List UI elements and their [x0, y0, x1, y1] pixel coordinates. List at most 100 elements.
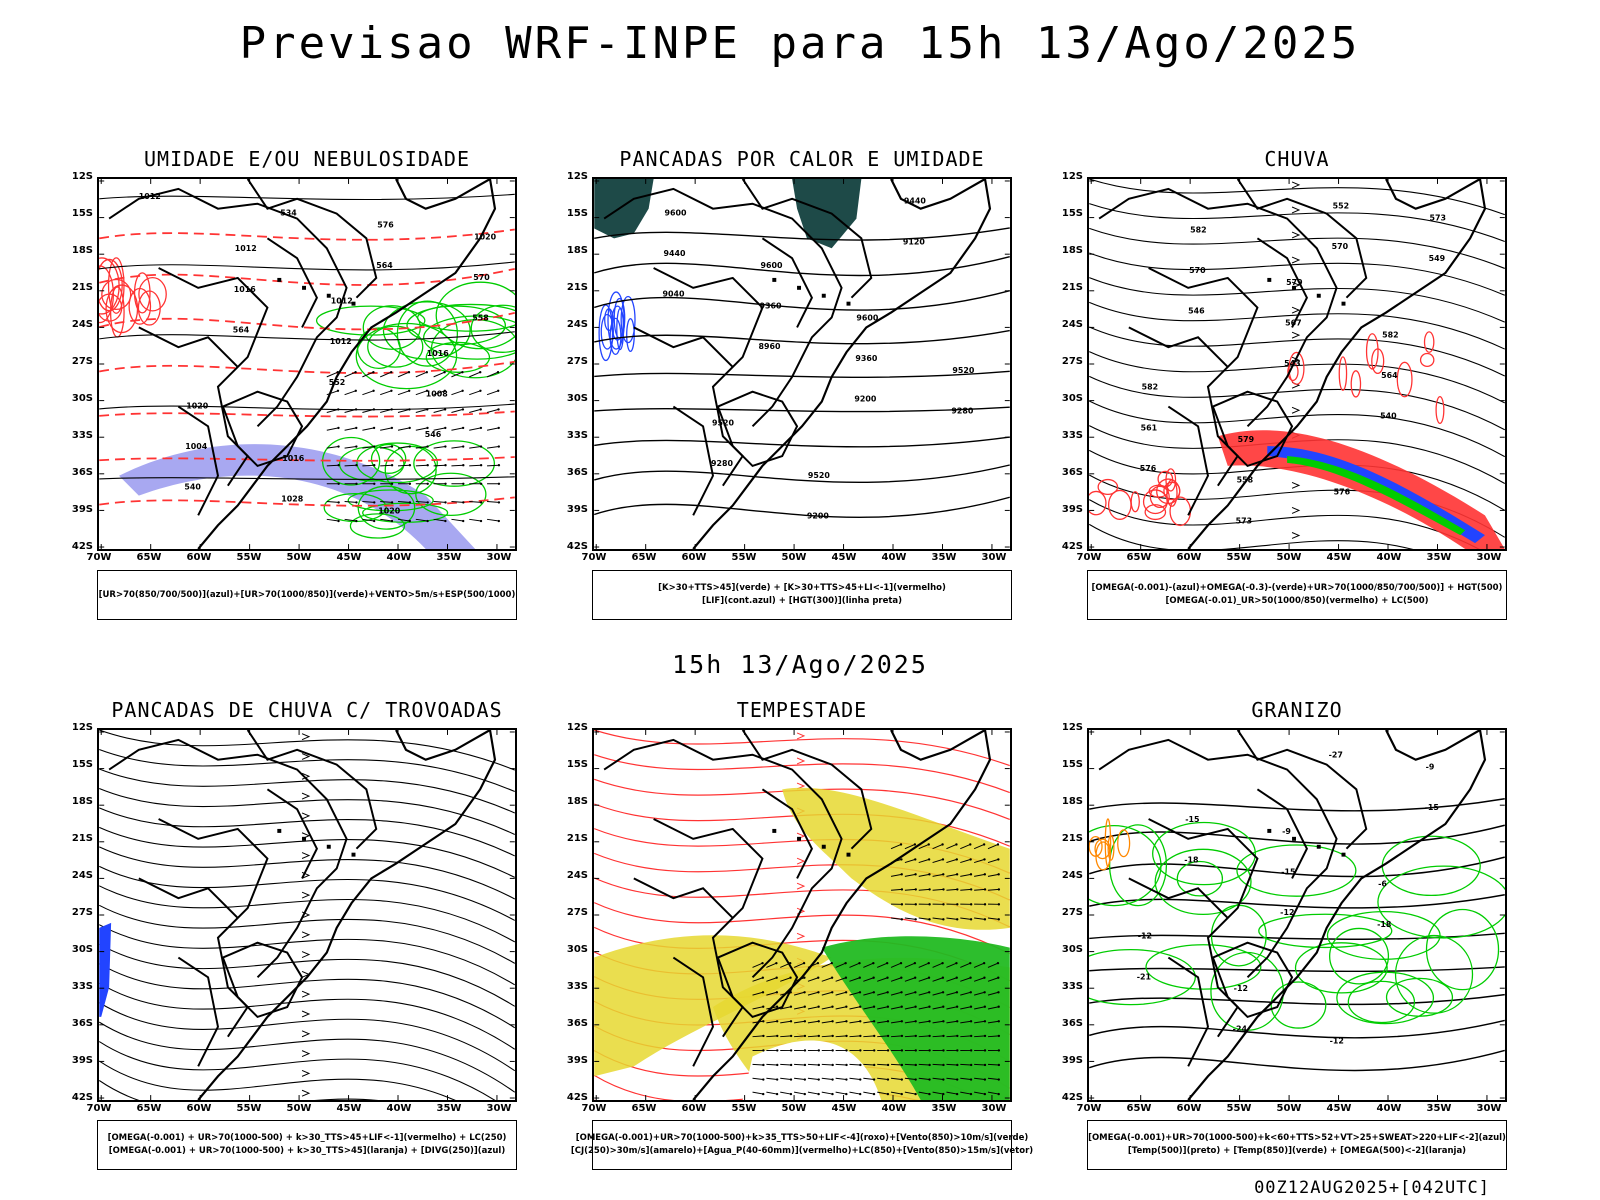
- contour-label: 1020: [186, 402, 209, 411]
- longitude-label: 40W: [386, 552, 412, 563]
- contour-label: 9600: [856, 313, 879, 322]
- contour-label: 8960: [758, 342, 781, 351]
- contour-label: 9440: [663, 249, 686, 258]
- contour-label: 9280: [951, 406, 974, 415]
- contour-label: 546: [1188, 307, 1205, 316]
- longitude-label: 60W: [681, 1103, 707, 1114]
- forecast-map-6: -9 -6 -12 -12 -12 -9 -15 -15 -18 -21 -24 -27 -15 -18 -…: [1087, 728, 1507, 1102]
- longitude-label: 55W: [731, 552, 757, 563]
- contour-label: 573: [1236, 516, 1253, 525]
- longitude-label: 35W: [436, 1103, 462, 1114]
- contour-label: 9520: [712, 418, 735, 427]
- latitude-label: 24S: [1061, 870, 1083, 881]
- latitude-label: 18S: [71, 796, 93, 807]
- latitude-label: 15S: [566, 759, 588, 770]
- contour-label: 579: [1286, 278, 1303, 287]
- latitude-label: 42S: [566, 1092, 588, 1103]
- latitude-label: 33S: [1061, 981, 1083, 992]
- contour-label: -9: [1282, 827, 1291, 836]
- contour-label: -6: [1378, 879, 1387, 888]
- longitude-label: 70W: [581, 1103, 607, 1114]
- panel-legend-2: [K>30+TTS>45](verde) + [K>30+TTS>45+LI<-…: [592, 570, 1012, 620]
- latitude-label: 42S: [1061, 1092, 1083, 1103]
- forecast-map-4: [97, 728, 517, 1102]
- longitude-label: 70W: [581, 552, 607, 563]
- legend-line: [OMEGA(-0.01)_UR>50(1000/850)(vermelho) …: [1165, 596, 1429, 606]
- longitude-label: 40W: [386, 1103, 412, 1114]
- legend-line: [OMEGA(-0.001)+UR>70(1000-500)+k>35_TTS>…: [575, 1133, 1029, 1143]
- contour-label: 570: [1332, 242, 1349, 251]
- longitude-label: 50W: [286, 1103, 312, 1114]
- contour-label: 582: [1382, 330, 1399, 339]
- latitude-label: 27S: [566, 356, 588, 367]
- contour-label: 9280: [711, 459, 734, 468]
- legend-line: [OMEGA(-0.001) + UR>70(1000-500) + k>30_…: [107, 1133, 507, 1143]
- latitude-label: 39S: [566, 1055, 588, 1066]
- longitude-label: 65W: [1126, 1103, 1152, 1114]
- forecast-map-2: 9600 9600 9600 9520 9520 9520 9440 9440 9360 9360…: [592, 177, 1012, 551]
- contour-label: 9360: [759, 302, 782, 311]
- contour-label: 570: [473, 273, 490, 282]
- contour-label: 1012: [330, 337, 352, 346]
- map-canvas: 1012 1012 1012 1016 1020 1016 1020 1020 1016 1012…: [99, 179, 515, 549]
- latitude-label: 24S: [1061, 319, 1083, 330]
- panel-title-5: TEMPESTADE: [736, 698, 868, 722]
- latitude-label: 33S: [71, 430, 93, 441]
- longitude-label: 35W: [931, 552, 957, 563]
- longitude-label: 55W: [236, 1103, 262, 1114]
- latitude-label: 36S: [566, 467, 588, 478]
- map-canvas: 582 579 582 582 579 576 573 570 567 564 561 558 552 5…: [1089, 179, 1505, 549]
- latitude-label: 39S: [71, 1055, 93, 1066]
- latitude-label: 15S: [71, 759, 93, 770]
- longitude-label: 55W: [1226, 552, 1252, 563]
- contour-label: 582: [1142, 383, 1159, 392]
- contour-label: -18: [1184, 856, 1199, 865]
- latitude-label: 15S: [1061, 208, 1083, 219]
- contour-label: 552: [329, 378, 346, 387]
- latitude-label: 30S: [1061, 944, 1083, 955]
- longitude-label: 45W: [1326, 552, 1352, 563]
- longitude-label: 65W: [136, 552, 162, 563]
- latitude-label: 39S: [71, 504, 93, 515]
- latitude-label: 24S: [71, 319, 93, 330]
- latitude-label: 21S: [1061, 282, 1083, 293]
- forecast-map-5: [592, 728, 1012, 1102]
- contour-label: 564: [376, 261, 393, 270]
- map-canvas: 9600 9600 9600 9520 9520 9520 9440 9440 9360 9360…: [594, 179, 1010, 549]
- contour-label: 9440: [904, 197, 927, 206]
- latitude-label: 18S: [71, 245, 93, 256]
- legend-line: [UR>70(850/700/500)](azul)+[UR>70(1000/8…: [98, 589, 516, 600]
- contour-label: 558: [472, 313, 489, 322]
- latitude-label: 21S: [71, 833, 93, 844]
- latitude-label: 36S: [71, 467, 93, 478]
- contour-label: -15: [1185, 815, 1199, 824]
- contour-label: 1012: [139, 192, 161, 201]
- forecast-map-1: 1012 1012 1012 1016 1020 1016 1020 1020 1016 1012…: [97, 177, 517, 551]
- latitude-label: 15S: [71, 208, 93, 219]
- contour-label: 1004: [185, 442, 208, 451]
- longitude-label: 50W: [1276, 1103, 1302, 1114]
- latitude-label: 30S: [71, 393, 93, 404]
- longitude-label: 40W: [881, 552, 907, 563]
- latitude-label: 12S: [71, 171, 93, 182]
- contour-label: 9520: [808, 471, 831, 480]
- latitude-label: 30S: [566, 393, 588, 404]
- forecast-time-label: 15h 13/Ago/2025: [672, 650, 928, 679]
- contour-label: 546: [425, 430, 442, 439]
- latitude-label: 33S: [566, 981, 588, 992]
- longitude-label: 55W: [1226, 1103, 1252, 1114]
- latitude-label: 15S: [566, 208, 588, 219]
- contour-label: -24: [1233, 1025, 1248, 1034]
- contour-label: 1012: [331, 297, 353, 306]
- map-canvas: [594, 730, 1010, 1100]
- longitude-label: 65W: [631, 1103, 657, 1114]
- latitude-label: 18S: [566, 245, 588, 256]
- contour-label: -21: [1137, 972, 1151, 981]
- latitude-label: 36S: [1061, 467, 1083, 478]
- contour-label: -15: [1281, 867, 1295, 876]
- longitude-label: 50W: [781, 1103, 807, 1114]
- contour-label: 9040: [663, 290, 686, 299]
- contour-label: 9520: [952, 366, 975, 375]
- latitude-label: 36S: [71, 1018, 93, 1029]
- longitude-label: 35W: [931, 1103, 957, 1114]
